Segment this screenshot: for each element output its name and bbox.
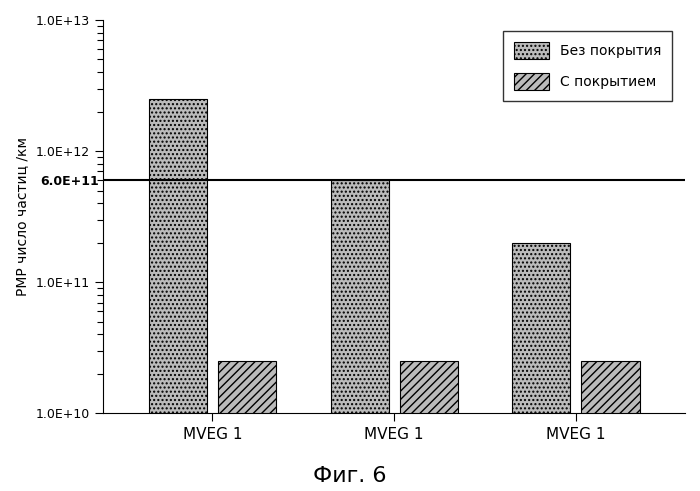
Bar	[512, 243, 570, 491]
Text: Фиг. 6: Фиг. 6	[314, 466, 386, 486]
Legend: Без покрытия, С покрытием: Без покрытия, С покрытием	[503, 31, 672, 101]
Y-axis label: РМР число частиц /км: РМР число частиц /км	[15, 137, 29, 296]
Bar	[330, 180, 388, 491]
Bar	[400, 361, 458, 491]
Bar	[218, 361, 276, 491]
Bar	[149, 99, 207, 491]
Bar	[582, 361, 640, 491]
